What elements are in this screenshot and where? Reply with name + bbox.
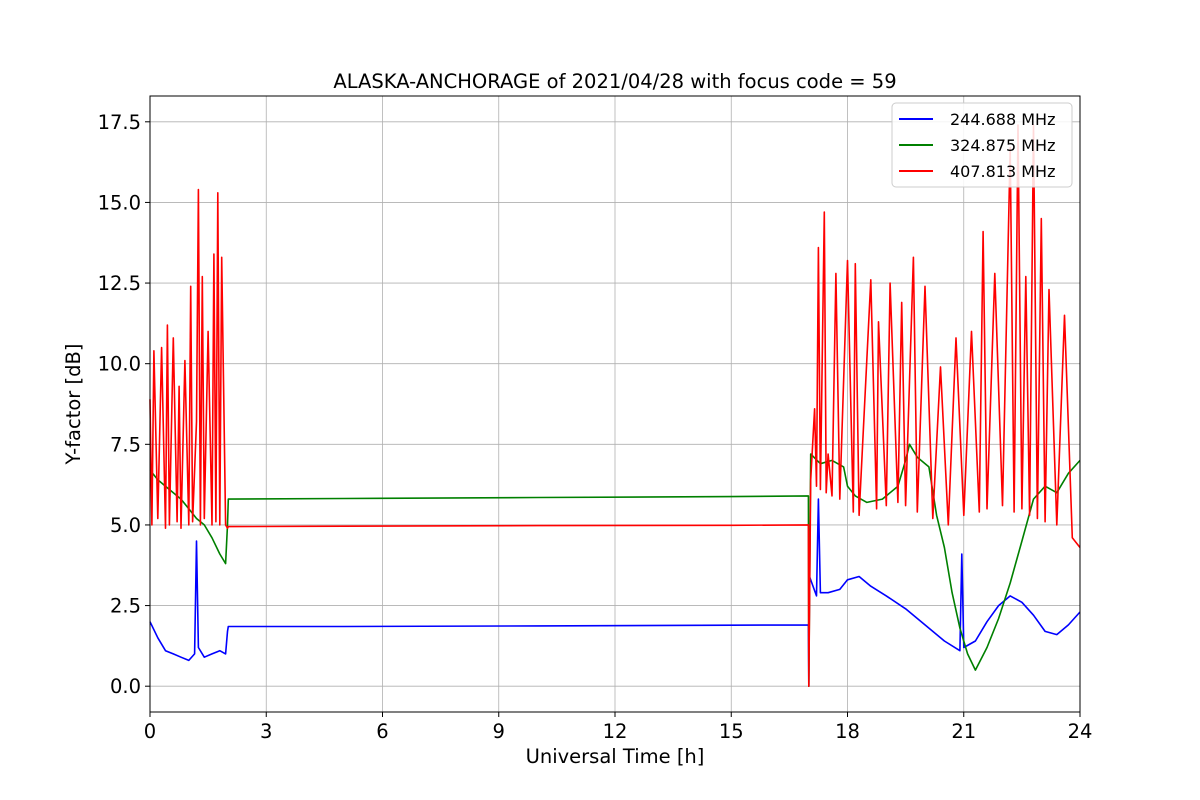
y-tick-label: 10.0 <box>98 353 141 376</box>
x-tick-label: 12 <box>603 720 628 743</box>
y-tick-label: 0.0 <box>110 675 141 698</box>
tick-marks: 0 3 6 9 12 15 18 21 24 0.0 2.5 5.0 7.5 10.0 12.5 15.0 17… <box>98 111 1093 743</box>
legend-label: 407.813 MHz <box>950 162 1055 181</box>
y-tick-label: 5.0 <box>110 514 141 537</box>
series-lines <box>149 124 1081 688</box>
series-line-244-688-mhz <box>149 498 1081 688</box>
legend-label: 324.875 MHz <box>950 136 1055 155</box>
chart-title: ALASKA-ANCHORAGE of 2021/04/28 with focu… <box>333 70 896 93</box>
legend-items: 244.688 MHz 324.875 MHz 407.813 MHz <box>899 110 1055 181</box>
x-tick-label: 0 <box>144 720 156 743</box>
legend: 244.688 MHz 324.875 MHz 407.813 MHz <box>891 102 1073 188</box>
x-tick-label: 18 <box>835 720 860 743</box>
x-tick-label: 21 <box>951 720 976 743</box>
legend-box <box>891 102 1073 188</box>
x-tick-label: 6 <box>376 720 388 743</box>
y-tick-label: 12.5 <box>98 272 141 295</box>
x-axis-label: Universal Time [h] <box>526 745 705 768</box>
y-axis-label: Y-factor [dB] <box>62 344 85 466</box>
y-tick-label: 2.5 <box>110 595 141 618</box>
series-line-324-875-mhz <box>149 443 1081 688</box>
x-tick-label: 3 <box>260 720 272 743</box>
y-tick-label: 17.5 <box>98 111 141 134</box>
x-tick-label: 9 <box>493 720 505 743</box>
x-tick-label: 15 <box>719 720 744 743</box>
x-tick-label: 24 <box>1068 720 1093 743</box>
legend-label: 244.688 MHz <box>950 110 1055 129</box>
plot-area: 0 3 6 9 12 15 18 21 24 0.0 2.5 5.0 7.5 10.0 12.5 15.0 17… <box>98 95 1093 743</box>
y-tick-label: 15.0 <box>98 191 141 214</box>
series-line-407-813-mhz <box>149 124 1081 688</box>
y-tick-label: 7.5 <box>110 433 141 456</box>
